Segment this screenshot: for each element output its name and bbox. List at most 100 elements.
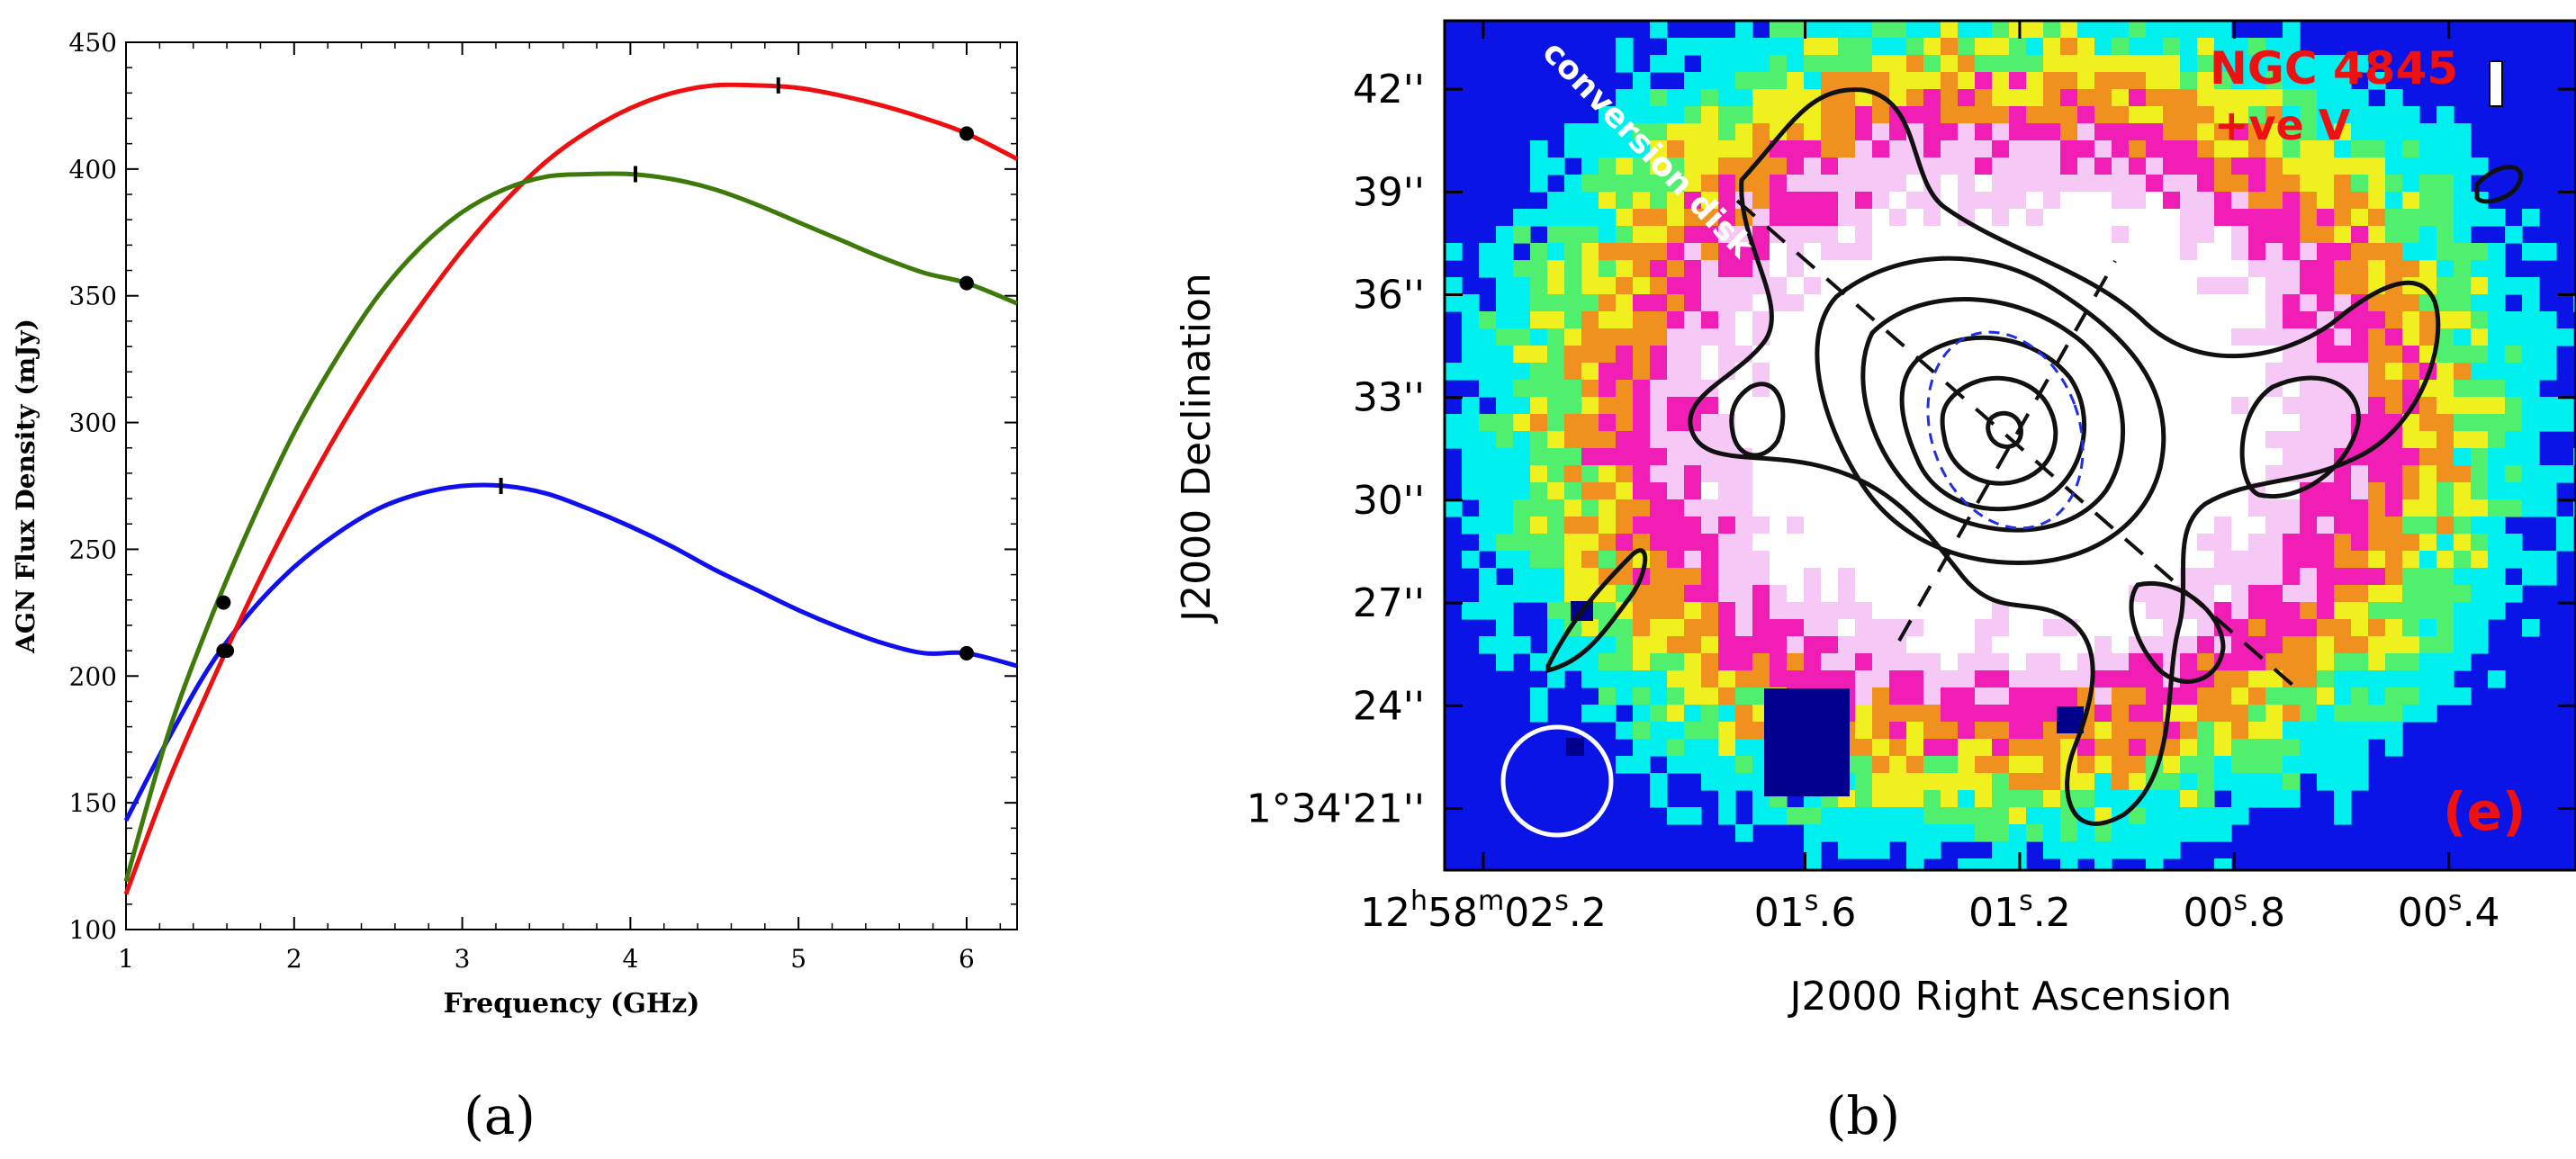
intensity-pixel — [2146, 38, 2164, 56]
intensity-pixel — [2556, 328, 2574, 346]
intensity-pixel — [2488, 431, 2506, 449]
intensity-pixel — [2248, 209, 2266, 227]
intensity-pixel — [1838, 328, 1856, 346]
intensity-pixel — [1958, 157, 1976, 175]
intensity-pixel — [1941, 807, 1959, 825]
intensity-pixel — [1479, 465, 1497, 483]
intensity-pixel — [1650, 157, 1668, 175]
intensity-pixel — [2454, 363, 2472, 381]
intensity-pixel — [1889, 38, 1907, 56]
intensity-pixel — [1513, 551, 1531, 569]
intensity-pixel — [1958, 106, 1976, 124]
intensity-pixel — [1992, 602, 2010, 620]
intensity-pixel — [2043, 773, 2061, 791]
intensity-pixel — [2197, 636, 2215, 654]
intensity-pixel — [2009, 824, 2027, 842]
intensity-pixel — [1633, 363, 1651, 381]
intensity-pixel — [1718, 773, 1736, 791]
intensity-pixel — [1992, 568, 2010, 586]
intensity-pixel — [2334, 363, 2352, 381]
intensity-pixel — [1530, 140, 1548, 158]
intensity-pixel — [2300, 722, 2318, 740]
intensity-pixel — [1530, 568, 1548, 586]
intensity-pixel — [1599, 106, 1617, 124]
intensity-pixel — [1530, 585, 1548, 603]
intensity-pixel — [2197, 705, 2215, 723]
intensity-pixel — [1804, 123, 1822, 141]
intensity-pixel — [2265, 636, 2283, 654]
intensity-pixel — [1941, 568, 1959, 586]
intensity-pixel — [1958, 431, 1976, 449]
intensity-pixel — [2351, 55, 2369, 73]
intensity-pixel — [2385, 636, 2403, 654]
intensity-pixel — [2265, 175, 2283, 193]
intensity-pixel — [1992, 140, 2010, 158]
intensity-pixel — [2248, 328, 2266, 346]
intensity-pixel — [1581, 670, 1599, 688]
intensity-pixel — [1855, 824, 1873, 842]
intensity-pixel — [1787, 499, 1805, 517]
intensity-pixel — [2026, 482, 2044, 500]
intensity-pixel — [2317, 499, 2335, 517]
intensity-pixel — [1667, 346, 1685, 364]
intensity-pixel — [2419, 602, 2437, 620]
intensity-pixel — [2368, 260, 2386, 278]
intensity-pixel — [2283, 687, 2301, 705]
intensity-pixel — [2026, 294, 2044, 312]
intensity-pixel — [1821, 140, 1839, 158]
intensity-pixel — [1855, 260, 1873, 278]
intensity-pixel — [2060, 858, 2078, 870]
intensity-pixel — [2231, 106, 2249, 124]
intensity-pixel — [2334, 534, 2352, 552]
intensity-pixel — [1650, 277, 1668, 295]
intensity-pixel — [2163, 482, 2181, 500]
intensity-pixel — [1667, 192, 1685, 210]
intensity-pixel — [2129, 311, 2147, 329]
intensity-pixel — [2265, 687, 2283, 705]
intensity-pixel — [1975, 705, 1993, 723]
intensity-pixel — [1564, 363, 1582, 381]
intensity-pixel — [1838, 824, 1856, 842]
intensity-pixel — [2112, 311, 2130, 329]
intensity-pixel — [1752, 294, 1770, 312]
intensity-pixel — [1923, 397, 1941, 415]
intensity-pixel — [2522, 363, 2540, 381]
intensity-pixel — [1479, 414, 1497, 432]
intensity-pixel — [2317, 517, 2335, 535]
intensity-pixel — [2488, 209, 2506, 227]
intensity-pixel — [2317, 55, 2335, 73]
intensity-pixel — [1838, 414, 1856, 432]
intensity-pixel — [2248, 226, 2266, 244]
intensity-pixel — [2265, 739, 2283, 757]
intensity-pixel — [1667, 687, 1685, 705]
intensity-pixel — [1752, 89, 1770, 107]
intensity-pixel — [2077, 551, 2095, 569]
intensity-pixel — [2129, 328, 2147, 346]
intensity-pixel — [2009, 687, 2027, 705]
panel-b-y-axis-label: J2000 Declination — [1174, 273, 1220, 624]
intensity-pixel — [2231, 636, 2249, 654]
intensity-pixel — [1941, 226, 1959, 244]
intensity-pixel — [1581, 499, 1599, 517]
intensity-pixel — [2129, 140, 2147, 158]
intensity-pixel — [1462, 431, 1480, 449]
intensity-pixel — [2419, 192, 2437, 210]
intensity-pixel — [2419, 431, 2437, 449]
intensity-pixel — [1530, 499, 1548, 517]
intensity-pixel — [2317, 739, 2335, 757]
intensity-pixel — [1735, 534, 1753, 552]
intensity-pixel — [2368, 72, 2386, 90]
intensity-pixel — [1530, 328, 1548, 346]
intensity-pixel — [1855, 807, 1873, 825]
intensity-pixel — [2436, 277, 2454, 295]
intensity-pixel — [1975, 363, 1993, 381]
intensity-pixel — [1667, 140, 1685, 158]
intensity-pixel — [1564, 140, 1582, 158]
intensity-pixel — [1975, 448, 1993, 466]
intensity-pixel — [2248, 38, 2266, 56]
intensity-pixel — [1667, 653, 1685, 671]
intensity-pixel — [1667, 106, 1685, 124]
intensity-pixel — [2163, 21, 2181, 39]
intensity-pixel — [2146, 89, 2164, 107]
intensity-pixel — [1718, 157, 1736, 175]
